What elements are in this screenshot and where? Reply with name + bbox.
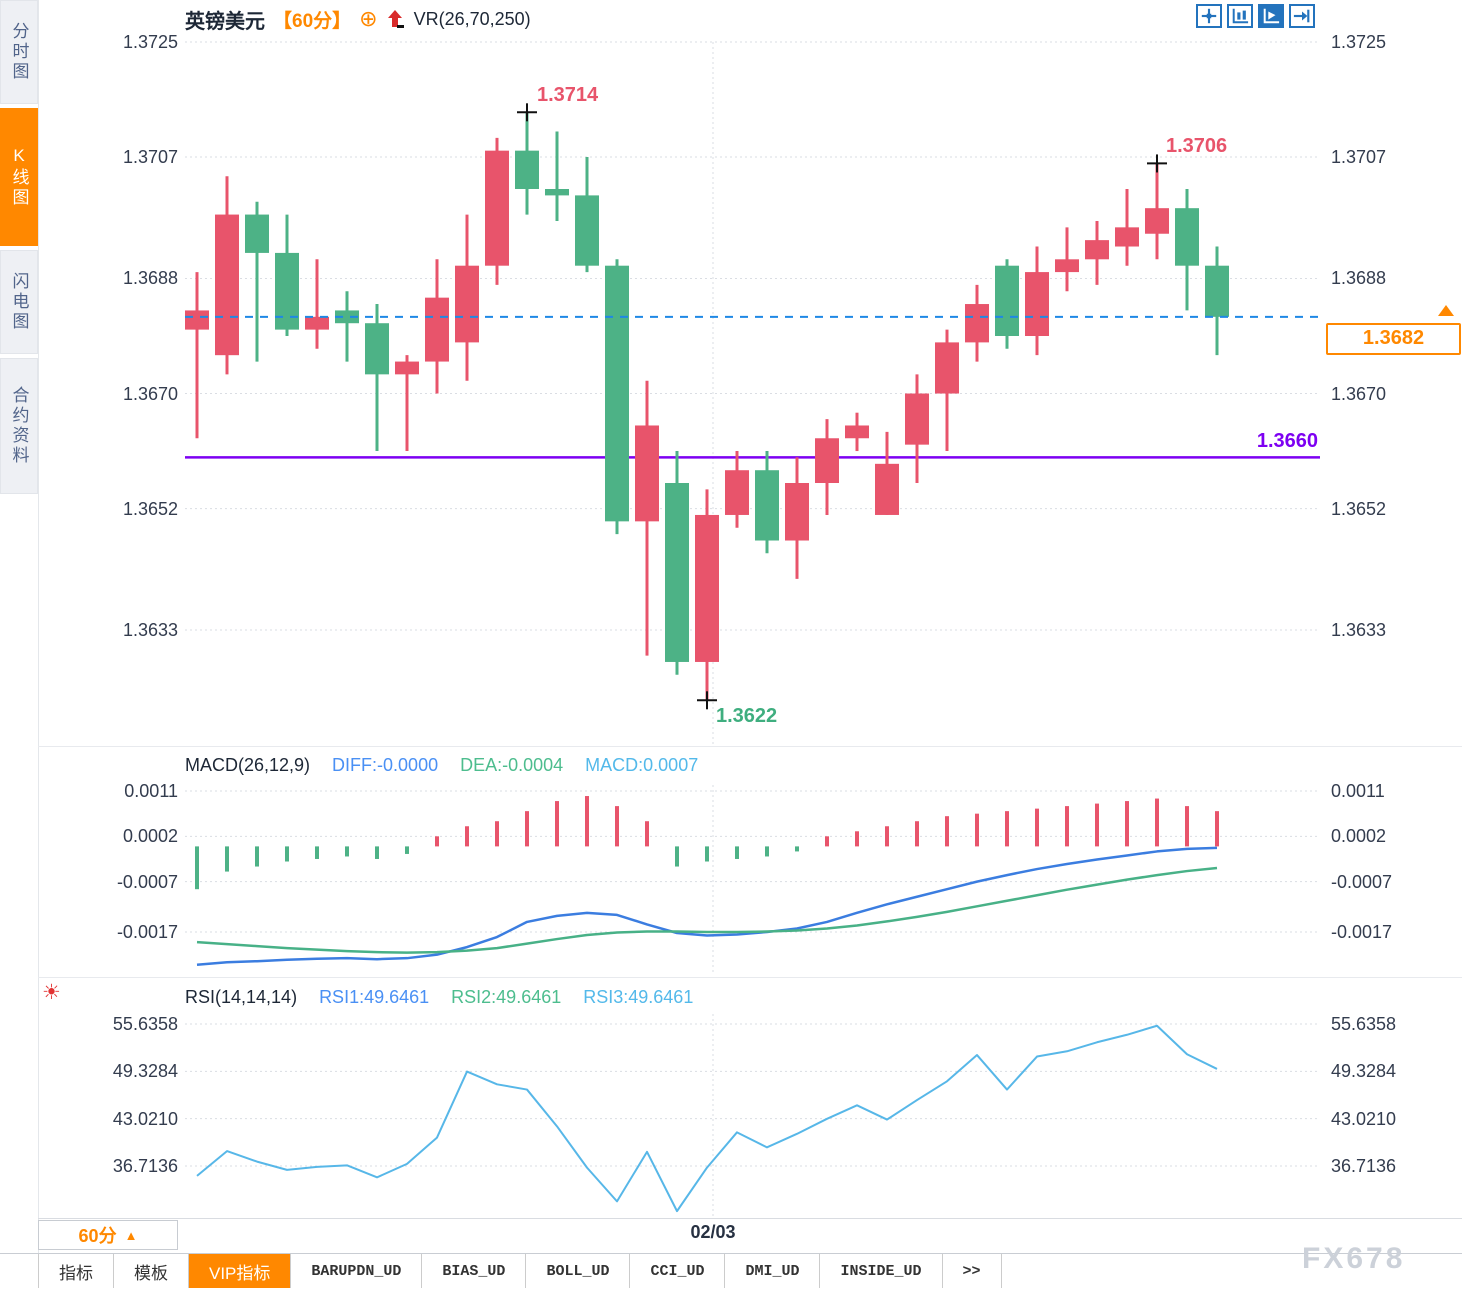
swing-high-annotation: 1.3706 — [1166, 135, 1228, 158]
y-axis-tick-right: 1.3633 — [1331, 620, 1387, 640]
macd-value: MACD:0.0007 — [585, 755, 699, 775]
macd-diff-value: DIFF:-0.0000 — [332, 755, 439, 775]
vr-indicator-label: VR(26,70,250) — [413, 8, 531, 29]
sidebar-tab-3[interactable]: 闪电图 — [0, 250, 38, 354]
y-axis-tick-right: -0.0017 — [1331, 922, 1393, 942]
chart-toolbar — [1196, 4, 1315, 28]
sidebar: 分时图 K线图闪电图合约资料 — [0, 0, 39, 1288]
watermark: FX678 — [1302, 1242, 1406, 1275]
price-tag-arrow-icon — [1438, 304, 1454, 316]
indicator-tab-8[interactable]: DMI_UD — [725, 1254, 821, 1288]
period-label[interactable]: 【60分】 — [273, 10, 352, 32]
pan-crosshair-icon[interactable] — [1196, 4, 1222, 28]
auto-fit-icon[interactable] — [1258, 4, 1284, 28]
y-axis-tick-left: 1.3652 — [122, 498, 178, 519]
support-line-label: 1.3660 — [1256, 430, 1318, 453]
up-arrow-icon — [386, 8, 406, 30]
chart-header: 英镑美元 【60分】 ⊕ VR(26,70,250) — [185, 5, 531, 33]
macd-dea-value: DEA:-0.0004 — [460, 755, 564, 775]
circle-plus-icon[interactable]: ⊕ — [359, 6, 378, 31]
indicator-tab-1[interactable]: 指标 — [38, 1254, 114, 1288]
y-axis-tick-left: 36.7136 — [112, 1156, 178, 1176]
period-selector-button[interactable]: 60分 ▲ — [38, 1220, 178, 1250]
y-axis-tick-right: 43.0210 — [1331, 1108, 1397, 1129]
low-price-annotation: 1.3622 — [716, 705, 778, 728]
time-axis-date: 02/03 — [690, 1222, 736, 1242]
y-axis-tick-right: 0.0011 — [1331, 781, 1385, 801]
symbol-title: 英镑美元 — [185, 10, 265, 33]
y-axis-tick-left: -0.0017 — [116, 922, 178, 942]
y-axis-tick-left: 43.0210 — [112, 1108, 178, 1129]
y-axis-tick-right: -0.0007 — [1331, 871, 1393, 892]
y-axis-tick-left: -0.0007 — [116, 871, 178, 892]
y-axis-tick-left: 0.0002 — [122, 826, 178, 847]
indicator-tab-2[interactable]: 模板 — [114, 1254, 189, 1288]
y-axis-tick-left: 1.3725 — [122, 32, 178, 52]
y-axis-tick-left: 1.3707 — [122, 147, 178, 168]
time-axis-line — [38, 1218, 1462, 1219]
y-axis-tick-left: 1.3688 — [122, 268, 178, 289]
rsi-title[interactable]: RSI(14,14,14) — [185, 987, 298, 1007]
y-axis-tick-left: 1.3670 — [122, 383, 178, 404]
last-price-tag: 1.3682 — [1326, 322, 1461, 355]
y-axis-tick-right: 1.3688 — [1331, 268, 1387, 289]
y-axis-tick-right: 36.7136 — [1331, 1156, 1397, 1176]
sidebar-tab-2[interactable]: K线图 — [0, 108, 38, 246]
y-axis-tick-right: 49.3284 — [1331, 1061, 1397, 1082]
y-axis-tick-left: 1.3633 — [122, 620, 178, 640]
y-axis-tick-right: 55.6358 — [1331, 1014, 1397, 1034]
period-selector-label: 60分 — [78, 1226, 117, 1246]
sidebar-tab-1[interactable]: 分时图 — [0, 0, 38, 104]
y-axis-tick-left: 55.6358 — [112, 1014, 178, 1034]
indicator-tab-6[interactable]: BOLL_UD — [526, 1254, 631, 1288]
y-axis-tick-right: 1.3652 — [1331, 498, 1387, 519]
indicator-tab-3[interactable]: VIP指标 — [189, 1254, 292, 1288]
indicator-tab-9[interactable]: INSIDE_UD — [820, 1254, 943, 1288]
macd-title[interactable]: MACD(26,12,9) — [185, 755, 311, 775]
indicator-settings-icon[interactable]: ☀ — [42, 981, 61, 1004]
rsi3-value: RSI3:49.6461 — [583, 987, 694, 1007]
rsi-header: RSI(14,14,14) RSI1:49.6461 RSI2:49.6461 … — [185, 987, 693, 1008]
indicator-tab-4[interactable]: BARUPDN_UD — [291, 1254, 423, 1288]
y-axis-tick-right: 1.3707 — [1331, 147, 1387, 168]
rsi1-value: RSI1:49.6461 — [319, 987, 430, 1007]
rsi2-value: RSI2:49.6461 — [451, 987, 562, 1007]
more-tabs-button[interactable]: >> — [943, 1254, 1002, 1288]
sidebar-tab-4[interactable]: 合约资料 — [0, 358, 38, 494]
triangle-up-icon: ▲ — [124, 1227, 138, 1243]
indicator-tab-7[interactable]: CCI_UD — [630, 1254, 726, 1288]
indicator-tab-bar: 指标 模板 VIP指标 BARUPDN_UD BIAS_UD BOLL_UD CCI_UD D… — [0, 1253, 1462, 1288]
y-axis-tick-left: 0.0011 — [124, 781, 178, 801]
indicator-tab-5[interactable]: BIAS_UD — [422, 1254, 527, 1288]
panel-divider — [38, 977, 1462, 978]
macd-header: MACD(26,12,9) DIFF:-0.0000 DEA:-0.0004 M… — [185, 755, 698, 776]
high-price-annotation: 1.3714 — [537, 84, 599, 107]
panel-divider — [38, 746, 1462, 747]
goto-latest-icon[interactable] — [1289, 4, 1315, 28]
y-axis-tick-right: 0.0002 — [1331, 826, 1387, 847]
y-axis-tick-right: 1.3725 — [1331, 32, 1387, 52]
y-axis-tick-right: 1.3670 — [1331, 383, 1387, 404]
y-axis-tick-left: 49.3284 — [112, 1061, 178, 1082]
axis-zoom-icon[interactable] — [1227, 4, 1253, 28]
